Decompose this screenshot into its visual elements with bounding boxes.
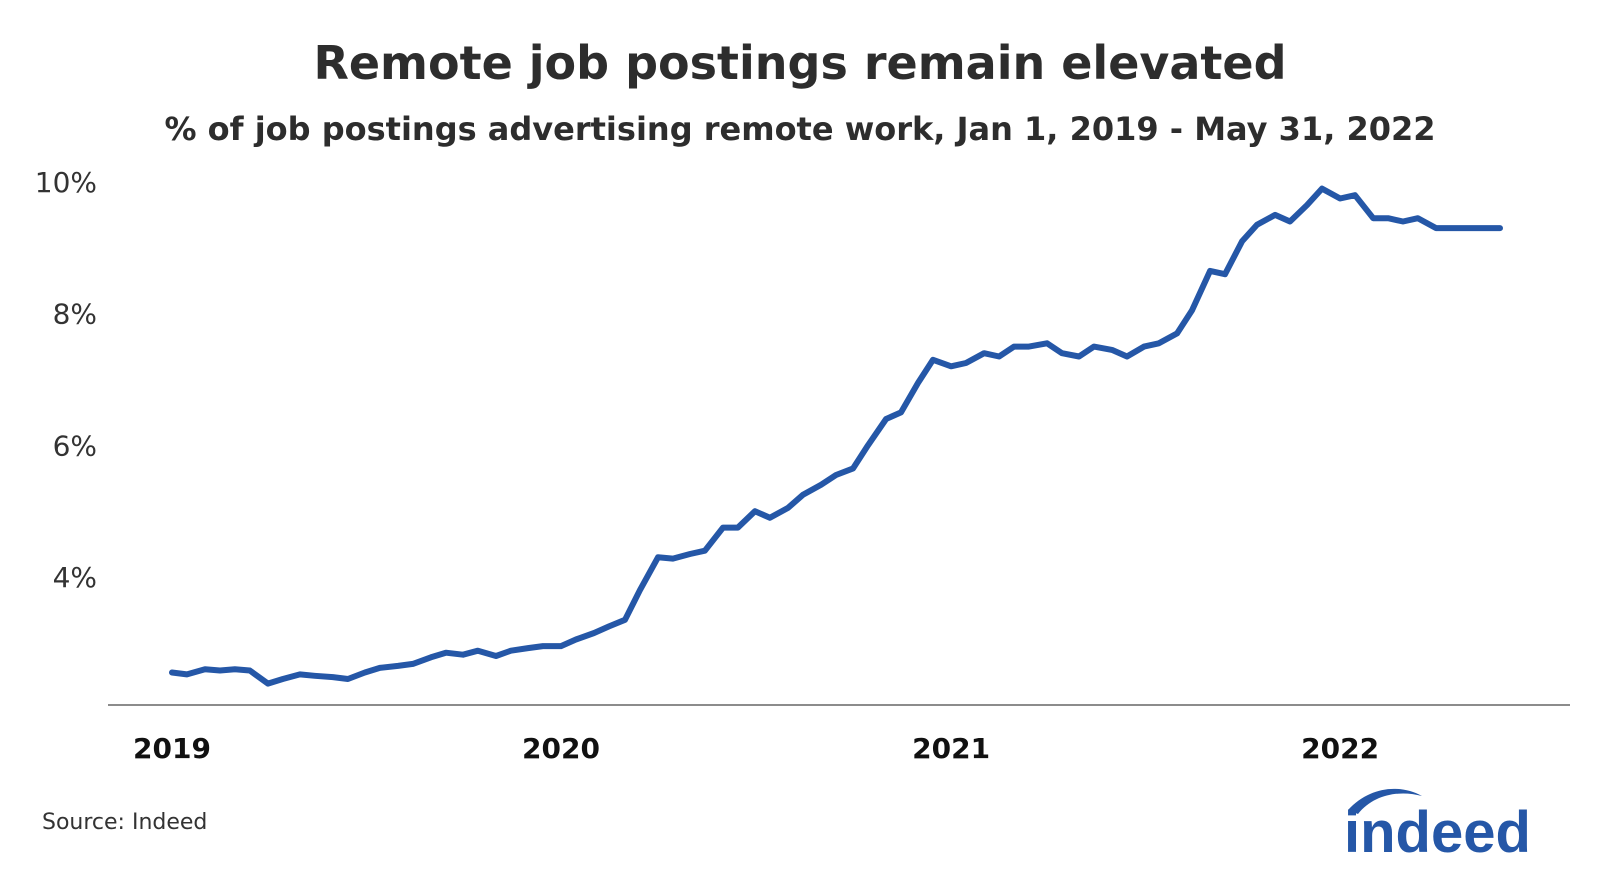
series-line [169, 185, 1503, 687]
y-tick-label: 10% [35, 166, 97, 199]
x-tick-label: 2021 [912, 732, 990, 765]
y-tick-label: 6% [53, 429, 97, 462]
x-tick-label: 2019 [133, 732, 211, 765]
logo-wordmark: indeed [1344, 800, 1531, 860]
source-note: Source: Indeed [42, 810, 208, 835]
x-tick-label: 2020 [522, 732, 600, 765]
y-tick-label: 4% [53, 561, 97, 594]
chart-title: Remote job postings remain elevated [313, 36, 1287, 90]
chart-subtitle: % of job postings advertising remote wor… [164, 110, 1436, 148]
x-tick-label: 2022 [1301, 732, 1379, 765]
y-tick-label: 8% [53, 298, 97, 331]
indeed-logo: indeed [1330, 780, 1540, 865]
